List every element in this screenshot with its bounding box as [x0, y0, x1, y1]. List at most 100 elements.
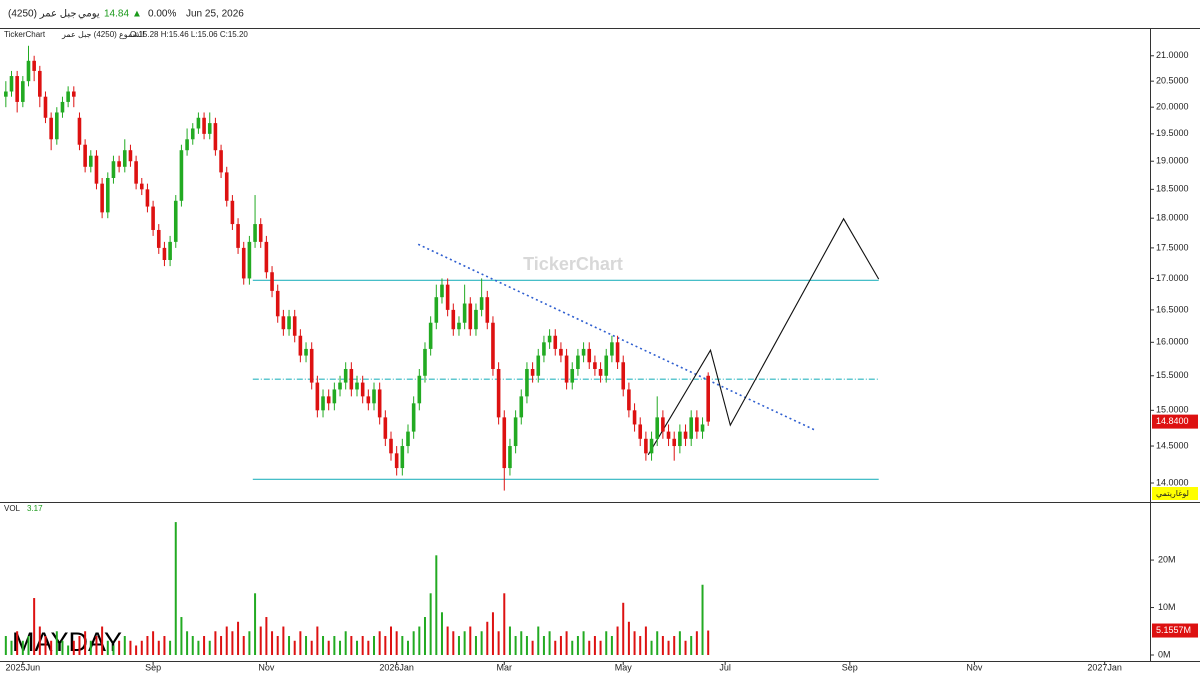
volume-bar — [21, 640, 24, 655]
candle-body — [372, 389, 376, 404]
x-tick-label: Mar — [497, 662, 513, 672]
candle-body — [326, 396, 331, 404]
candle-body — [139, 183, 144, 190]
y-tick-label: 19.5000 — [1156, 128, 1189, 138]
volume-bar — [72, 640, 75, 655]
drawing-line — [647, 217, 880, 456]
volume-label-box — [1152, 623, 1198, 638]
volume-bar — [4, 636, 7, 655]
candle-body — [621, 362, 626, 390]
candle-body — [94, 155, 99, 184]
volume-bar — [344, 631, 347, 655]
candle-body — [360, 382, 365, 397]
y-tick-label: 17.5000 — [1156, 242, 1189, 252]
volume-bar — [525, 636, 528, 655]
volume-bar — [520, 631, 523, 655]
candle-body — [695, 417, 699, 432]
candle-body — [321, 396, 325, 411]
volume-bar — [203, 636, 206, 655]
volume-bar — [129, 640, 132, 655]
candle-body — [604, 355, 609, 376]
current-price-box — [1152, 414, 1198, 429]
volume-bar — [610, 636, 613, 655]
y-tick-label: 21.0000 — [1156, 50, 1189, 60]
volume-bar — [656, 631, 659, 655]
change-arrow: ▲ — [132, 9, 142, 20]
candle-body — [55, 112, 59, 140]
y-tick-label: 18.0000 — [1156, 213, 1189, 223]
candle-body — [564, 355, 569, 383]
candle-body — [292, 316, 297, 336]
volume-bar — [50, 640, 53, 655]
volume-bar — [542, 636, 545, 655]
volume-bar — [639, 636, 642, 655]
candle-body — [485, 297, 490, 323]
candle-body — [236, 224, 240, 248]
candle-body — [547, 335, 552, 343]
candle-body — [644, 438, 648, 454]
volume-bar — [140, 640, 143, 655]
candle-body — [355, 382, 359, 390]
candle-body — [281, 316, 286, 330]
candle-body — [145, 189, 150, 207]
candle-body — [559, 348, 563, 356]
candle-body — [553, 335, 558, 349]
y-tick-label: 20M — [1158, 554, 1176, 564]
candle-body — [394, 453, 399, 469]
volume-bar — [367, 640, 370, 655]
candle-body — [508, 446, 512, 469]
candle-body — [173, 200, 178, 242]
volume-bar — [571, 640, 574, 655]
candle-body — [491, 322, 495, 369]
candle-body — [4, 91, 8, 97]
candle-body — [417, 375, 422, 404]
volume-bar — [180, 617, 183, 655]
candle-body — [100, 183, 104, 213]
volume-bar — [231, 631, 234, 655]
volume-bar — [299, 631, 302, 655]
candle-body — [655, 417, 660, 439]
volume-bar — [152, 631, 155, 655]
volume-bar — [491, 612, 494, 655]
y-tick-label: 20.5000 — [1156, 76, 1189, 86]
candle-body — [598, 368, 603, 376]
candle-body — [428, 322, 433, 349]
volume-bar — [67, 645, 70, 655]
volume-bar — [457, 636, 460, 655]
candle-body — [440, 284, 444, 298]
candle-body — [678, 431, 682, 447]
candle-body — [128, 150, 133, 162]
candle-body — [519, 396, 524, 418]
candle-body — [525, 368, 529, 397]
candle-body — [366, 396, 371, 404]
x-tick-label: Nov — [258, 662, 275, 672]
candle-body — [122, 150, 127, 167]
volume-bar — [208, 640, 211, 655]
candle-body — [479, 297, 484, 310]
interval: يومي — [78, 9, 100, 20]
legend-source: TickerChart — [4, 30, 46, 39]
volume-bar — [622, 602, 625, 655]
volume-bar — [605, 631, 608, 655]
volume-value-label: 5.1557M — [1156, 625, 1191, 635]
candle-body — [162, 247, 167, 260]
candle-body — [43, 96, 48, 118]
candle-body — [457, 322, 461, 330]
volume-bar — [650, 640, 653, 655]
volume-bar — [33, 598, 36, 655]
candle-body — [627, 389, 631, 411]
volume-bar — [174, 522, 177, 655]
x-tick-label: Jul — [719, 662, 731, 672]
volume-bar — [412, 631, 415, 655]
volume-bar — [248, 631, 251, 655]
candle-body — [496, 368, 501, 418]
candle-body — [304, 348, 308, 356]
volume-bar — [559, 636, 562, 655]
y-tick-label: 10M — [1158, 602, 1176, 612]
candle-body — [434, 297, 439, 323]
volume-bar — [452, 631, 455, 655]
volume-bar — [593, 636, 596, 655]
candle-body — [451, 309, 456, 330]
candle-body — [117, 161, 121, 167]
y-tick-label: 16.0000 — [1156, 337, 1189, 347]
